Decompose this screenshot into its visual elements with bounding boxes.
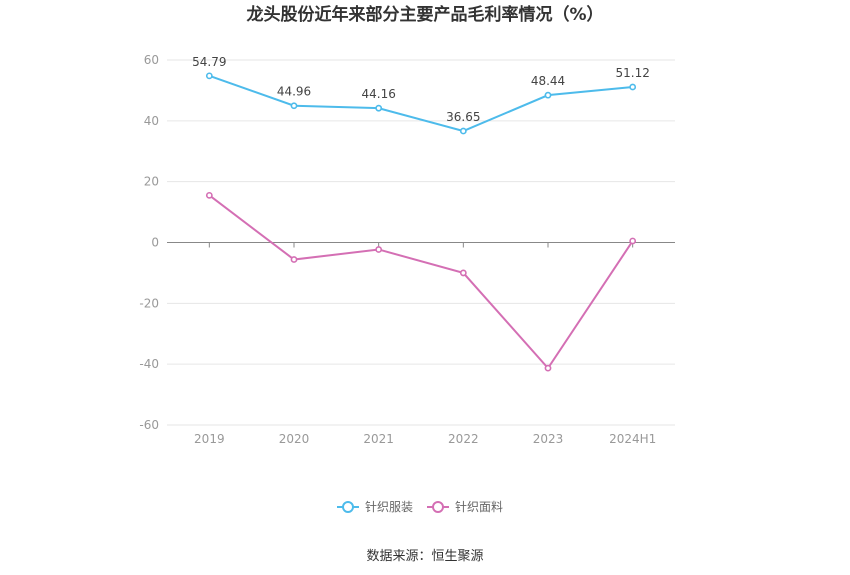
data-point[interactable] [544, 364, 552, 372]
legend-marker [432, 501, 444, 513]
data-labels: 54.79 44.96 44.16 36.65 48.44 51.12 [192, 55, 650, 124]
y-tick-label: 0 [151, 236, 159, 250]
x-tick-label: 2024H1 [609, 432, 656, 446]
y-tick-label: 20 [144, 175, 159, 189]
data-point[interactable] [629, 237, 637, 245]
data-point[interactable] [205, 191, 213, 199]
series-line-0 [209, 74, 633, 133]
data-point[interactable] [375, 246, 383, 253]
source-note: 数据来源：恒生聚源 [366, 549, 483, 564]
data-point[interactable] [629, 83, 637, 91]
x-tick-label: 2022 [448, 432, 479, 446]
data-label: 44.96 [277, 85, 311, 99]
data-point[interactable] [375, 104, 383, 112]
data-label: 54.79 [192, 55, 226, 69]
data-point[interactable] [459, 269, 467, 277]
data-point[interactable] [205, 72, 213, 80]
y-tick-label: 40 [144, 114, 159, 128]
data-label: 44.16 [361, 87, 395, 101]
legend-label: 针织服装 [365, 499, 413, 514]
legend-label: 针织面料 [455, 499, 503, 514]
data-point[interactable] [544, 91, 552, 99]
legend-item-1[interactable]: 针织面料 [427, 499, 503, 514]
x-tick-label: 2020 [279, 432, 310, 446]
y-tick-label: -60 [139, 418, 159, 432]
data-label: 51.12 [615, 66, 649, 80]
y-tick-label: -20 [139, 296, 159, 310]
data-label: 48.44 [531, 74, 565, 88]
grid [167, 59, 675, 426]
data-point[interactable] [290, 102, 298, 110]
y-tick-label: 60 [144, 53, 159, 67]
legend-item-0[interactable]: 针织服装 [337, 499, 413, 514]
axes: 60 40 20 0 -20 -40 -60 2019 2020 2021 2022 2023 2024… [139, 53, 656, 446]
data-label: 36.65 [446, 110, 480, 124]
x-tick-label: 2023 [533, 432, 564, 446]
x-tick-label: 2021 [363, 432, 394, 446]
data-point[interactable] [459, 127, 467, 135]
series [205, 72, 637, 372]
x-tick-label: 2019 [194, 432, 225, 446]
data-point[interactable] [290, 256, 298, 263]
chart-title: 龙头股份近年来部分主要产品毛利率情况（%） [245, 4, 603, 25]
y-tick-label: -40 [139, 357, 159, 371]
series-line-1 [208, 194, 634, 370]
legend[interactable]: 针织服装 针织面料 [337, 499, 503, 514]
legend-marker [342, 501, 354, 513]
